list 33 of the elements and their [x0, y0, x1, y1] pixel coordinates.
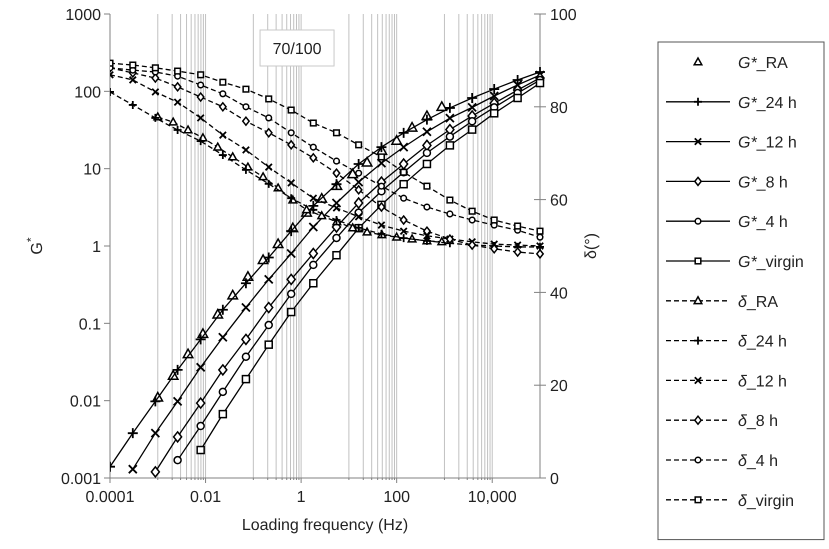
- y2-tick-label: 20: [550, 378, 568, 396]
- legend-label: δ_virgin: [738, 492, 794, 510]
- y2-axis-title: δ(°): [583, 233, 600, 259]
- y-tick-label: 1000: [65, 7, 102, 24]
- y-tick-label: 10: [83, 162, 102, 179]
- x-tick-label: 100: [383, 489, 410, 506]
- legend-label: G*_4 h: [738, 214, 788, 232]
- y-tick-label: 0.1: [78, 316, 102, 334]
- legend-label: δ_24 h: [738, 334, 787, 351]
- y2-tick-label: 60: [550, 192, 568, 210]
- y2-tick-label: 100: [550, 7, 577, 24]
- legend-label: δ_12 h: [738, 373, 787, 390]
- legend-label: G*_virgin: [738, 254, 804, 271]
- y-tick-label: 0.001: [60, 471, 102, 488]
- x-tick-label: 0.01: [190, 489, 222, 506]
- legend-label: G*_24 h: [738, 94, 797, 112]
- y2-tick-label: 0: [550, 471, 559, 488]
- y2-tick-label: 80: [550, 100, 568, 117]
- y-tick-label: 1: [92, 239, 102, 256]
- annotation: 70/100: [272, 41, 322, 58]
- x-tick-label: 1: [296, 489, 306, 506]
- legend-label: G*_12 h: [738, 134, 797, 152]
- x-tick-label: 0.0001: [86, 489, 135, 506]
- x-tick-label: 10,000: [468, 489, 517, 506]
- legend-label: G*_8 h: [738, 174, 788, 192]
- legend-label: G*_RA: [738, 55, 788, 72]
- x-axis-title: Loading frequency (Hz): [242, 517, 408, 534]
- y-tick-label: 100: [74, 84, 102, 102]
- legend-label: δ_RA: [738, 294, 778, 311]
- y-tick-label: 0.01: [70, 394, 102, 411]
- y2-tick-label: 40: [550, 285, 568, 302]
- legend-label: δ_8 h: [738, 413, 778, 430]
- legend-label: δ_4 h: [738, 453, 778, 470]
